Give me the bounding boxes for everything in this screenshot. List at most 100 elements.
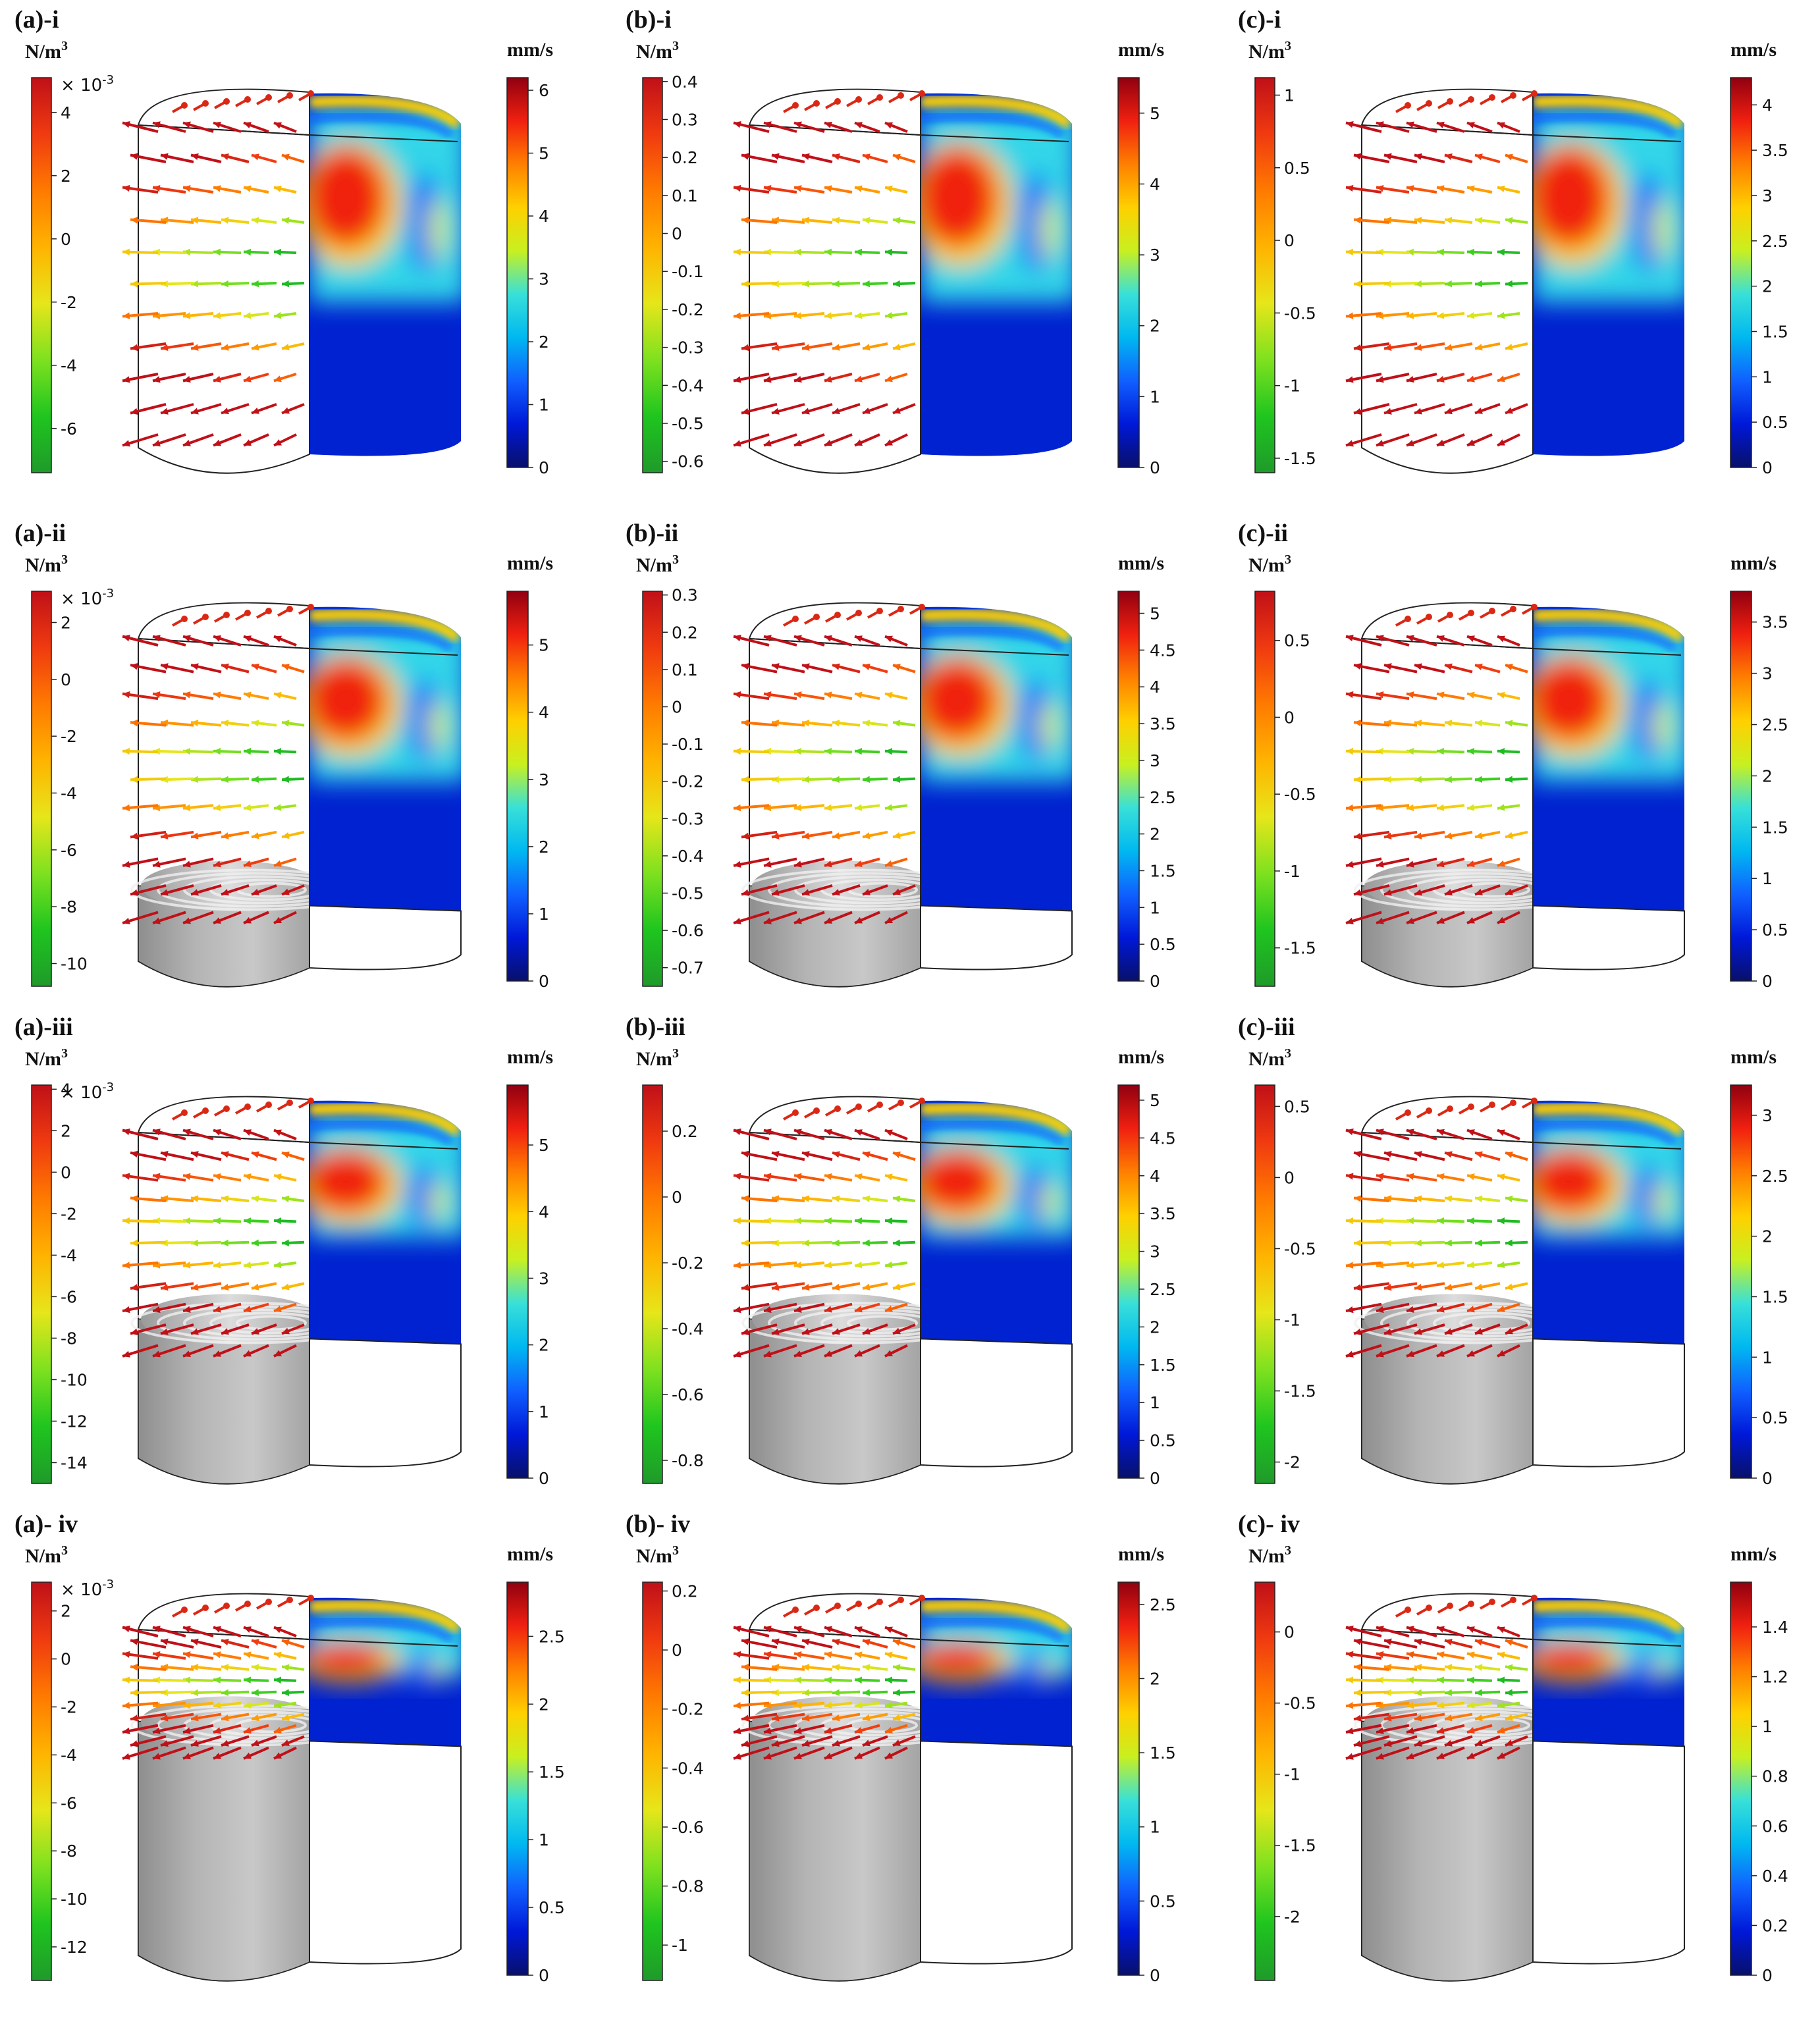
force-tick-label: -6 <box>61 1793 77 1813</box>
velocity-field <box>920 606 1072 913</box>
velocity-tick-label: 5 <box>1150 604 1160 624</box>
force-unit-label: N/m3 <box>636 552 679 576</box>
velocity-tick-label: 3 <box>539 770 549 789</box>
force-tick-label: 0 <box>672 1188 682 1207</box>
force-tick-label: -0.8 <box>672 1877 704 1896</box>
force-tick-label: 0.2 <box>672 148 698 167</box>
velocity-colorbar <box>1117 1581 1140 1976</box>
velocity-tick-label: 0.5 <box>1150 935 1176 954</box>
velocity-field <box>309 1100 461 1346</box>
velocity-tick-label: 0 <box>1762 458 1773 477</box>
force-colorbar <box>1254 77 1275 473</box>
crucible-cutaway <box>733 88 1072 474</box>
velocity-colorbar <box>506 1084 529 1479</box>
force-tick-label: -0.4 <box>672 1319 704 1339</box>
velocity-unit-label: mm/s <box>507 1543 553 1565</box>
rim-outline <box>1361 1593 1534 1630</box>
force-tick-label: -0.7 <box>672 959 704 978</box>
velocity-tick-label: 2 <box>1762 766 1773 785</box>
force-tick-label: 0.1 <box>672 186 698 205</box>
crucible-cutaway <box>1345 1096 1685 1485</box>
force-tick-label: -0.5 <box>1284 304 1316 323</box>
force-tick-label: -0.3 <box>672 809 704 828</box>
rim-outline <box>138 1096 310 1133</box>
panel-a-ii: (a)-ii N/m3 2 0 -2 -4 -6 -8 -10 × 10-3 mm/s 5 4 3 2 1 0 <box>14 519 553 991</box>
velocity-colorbar <box>1117 1084 1140 1479</box>
solidified-region <box>130 1294 370 1485</box>
velocity-tick-label: 2.5 <box>1150 788 1176 807</box>
velocity-tick-label: 1 <box>539 396 549 415</box>
rim-outline <box>1361 88 1534 126</box>
panel-title: (c)- iv <box>1238 1510 1300 1538</box>
velocity-tick-label: 2.5 <box>1150 1595 1176 1614</box>
velocity-tick-label: 3.5 <box>1150 1204 1176 1223</box>
force-tick-label: -1 <box>1284 1765 1300 1784</box>
crucible-cutaway <box>1345 88 1684 474</box>
force-multiplier: × 10-3 <box>61 73 114 95</box>
velocity-tick-label: 2 <box>1150 825 1160 844</box>
force-tick-label: -0.5 <box>1284 1694 1316 1713</box>
velocity-unit-label: mm/s <box>507 1046 553 1068</box>
velocity-tick-label: 0.4 <box>1762 1867 1788 1886</box>
velocity-colorbar <box>506 1581 529 1976</box>
velocity-colorbar <box>1730 591 1752 982</box>
force-tick-label: -0.2 <box>672 1254 704 1273</box>
velocity-tick-label: 2 <box>1150 1317 1160 1337</box>
velocity-tick-label: 0.5 <box>1150 1892 1176 1911</box>
force-tick-label: -0.5 <box>1284 1239 1316 1258</box>
force-colorbar <box>642 591 663 987</box>
velocity-tick-label: 0 <box>1150 972 1160 991</box>
velocity-tick-label: 1.5 <box>1150 861 1176 880</box>
left-wall <box>749 124 921 474</box>
velocity-tick-label: 4 <box>1762 95 1773 115</box>
velocity-tick-label: 1 <box>539 905 549 924</box>
force-unit-label: N/m3 <box>1248 552 1291 576</box>
panel-title: (b)-ii <box>626 519 678 547</box>
panel-title: (a)-iii <box>14 1013 73 1041</box>
force-arrows <box>122 90 314 447</box>
force-tick-label: -0.5 <box>1284 785 1316 804</box>
solid-cut-face <box>309 1740 462 1965</box>
force-colorbar <box>31 591 52 987</box>
velocity-field <box>309 93 461 456</box>
force-tick-label: 4 <box>61 103 71 122</box>
force-colorbar <box>1254 1084 1275 1484</box>
force-tick-label: -12 <box>61 1412 88 1431</box>
force-tick-label: 0 <box>1284 231 1295 250</box>
force-tick-label: -0.3 <box>672 338 704 358</box>
velocity-unit-label: mm/s <box>507 39 553 61</box>
velocity-field <box>309 1597 461 1748</box>
force-colorbar <box>1254 1581 1275 1981</box>
velocity-unit-label: mm/s <box>1730 1543 1777 1565</box>
velocity-tick-label: 0 <box>539 1469 549 1488</box>
velocity-tick-label: 1.4 <box>1762 1618 1788 1637</box>
velocity-tick-label: 2 <box>539 837 549 857</box>
velocity-tick-label: 0 <box>539 1966 549 1985</box>
force-tick-label: 0.1 <box>672 660 698 679</box>
velocity-tick-label: 0.5 <box>1762 920 1788 940</box>
velocity-tick-label: 2.5 <box>1762 232 1788 251</box>
solid-cut-face <box>920 1338 1073 1468</box>
left-wall <box>1361 124 1534 474</box>
velocity-tick-label: 1 <box>1762 1717 1773 1736</box>
force-unit-label: N/m3 <box>636 39 679 63</box>
solidified-region <box>1354 1294 1593 1485</box>
rim-outline <box>749 1096 921 1133</box>
velocity-tick-label: 1.5 <box>539 1763 565 1782</box>
force-tick-label: -1 <box>1284 1311 1300 1330</box>
solidified-region <box>1354 861 1593 988</box>
velocity-field <box>1532 1597 1684 1748</box>
left-wall <box>138 124 310 474</box>
force-colorbar <box>1254 591 1275 987</box>
force-tick-label: -2 <box>61 727 77 746</box>
force-tick-label: 0 <box>672 697 682 716</box>
solid-cut-face <box>309 1338 462 1468</box>
force-tick-label: -10 <box>61 1890 88 1909</box>
force-tick-label: -14 <box>61 1453 88 1472</box>
velocity-tick-label: 0.8 <box>1762 1767 1788 1786</box>
velocity-field <box>920 93 1072 456</box>
crucible-cutaway <box>122 88 461 474</box>
panel-b-iv: (b)- iv N/m3 0.2 0 -0.2 -0.4 -0.6 -0.8 -1 mm/s 2.5… <box>626 1510 1176 1985</box>
force-tick-label: -8 <box>61 897 77 916</box>
